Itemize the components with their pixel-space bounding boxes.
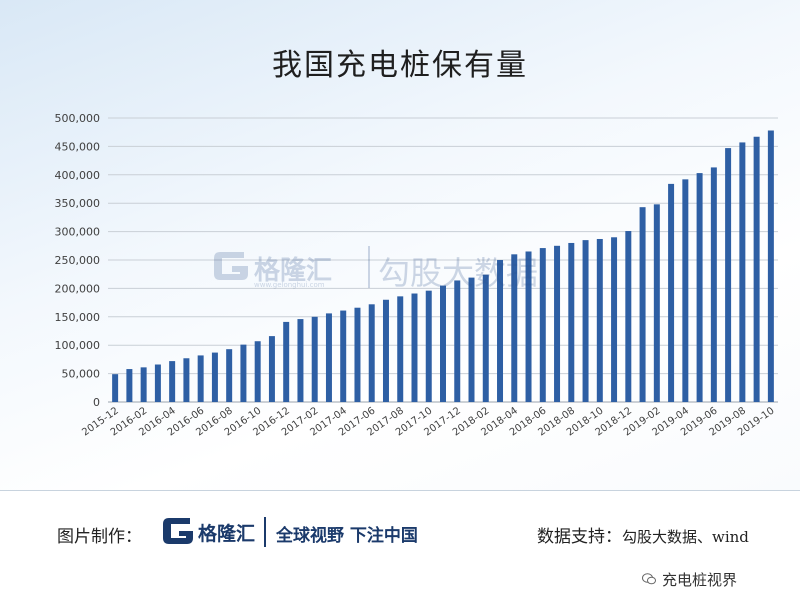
- bar-2017-06: [368, 304, 375, 402]
- wechat-account-name: 充电桩视界: [662, 571, 738, 589]
- bar-2017-07: [382, 299, 389, 402]
- bar-2019-08: [739, 142, 746, 402]
- bar-2019-02: [653, 204, 660, 402]
- credit-label: 图片制作：: [57, 527, 142, 547]
- y-tick-label: 100,000: [55, 339, 101, 352]
- bar-2017-08: [397, 296, 404, 402]
- brand-divider: [264, 517, 266, 547]
- bar-2019-04: [682, 179, 689, 402]
- bar-2019-07: [725, 148, 732, 402]
- bar-2017-12: [454, 280, 461, 402]
- bar-2017-02: [311, 316, 318, 402]
- support-label: 数据支持：: [537, 527, 622, 547]
- bar-2018-12: [625, 231, 632, 402]
- bar-2018-11: [611, 237, 618, 402]
- wechat-account: 充电桩视界: [640, 569, 737, 590]
- wechat-icon: [642, 573, 656, 585]
- y-tick-label: 500,000: [55, 112, 101, 125]
- y-tick-label: 200,000: [55, 282, 101, 295]
- bar-2019-05: [696, 173, 703, 402]
- bar-2018-09: [582, 240, 589, 402]
- footer-brand-name: 格隆汇: [198, 523, 256, 545]
- bar-2018-01: [468, 277, 475, 402]
- bar-2018-10: [596, 238, 603, 402]
- y-tick-label: 450,000: [55, 140, 101, 153]
- bar-2018-06: [539, 248, 546, 402]
- bar-2018-05: [525, 251, 532, 402]
- bar-2019-06: [710, 167, 717, 402]
- support-sources: 勾股大数据、wind: [622, 528, 749, 546]
- bar-2017-11: [440, 285, 446, 402]
- chart-title: 我国充电桩保有量: [272, 48, 528, 83]
- bar-2016-12: [283, 321, 290, 402]
- bar-2016-08: [226, 349, 233, 402]
- bar-2019-03: [668, 183, 675, 402]
- bar-2018-08: [568, 242, 575, 402]
- bar-chart: 0 50,000 100,000 150,000 200,000 250,000 300,0…: [55, 112, 778, 438]
- bar-2017-03: [325, 313, 332, 402]
- x-axis-ticks: 2015-122016-022016-042016-062016-082016-…: [80, 405, 776, 438]
- bar-2016-02: [140, 367, 147, 402]
- bar-2017-09: [411, 293, 418, 402]
- bars: [112, 130, 774, 402]
- y-tick-label: 50,000: [62, 368, 101, 381]
- bar-2016-06: [197, 355, 204, 402]
- bar-2017-05: [354, 307, 361, 402]
- bar-2016-09: [240, 344, 247, 402]
- bar-2016-03: [154, 364, 161, 402]
- bar-2019-10: [767, 130, 774, 402]
- bar-2019-09: [753, 136, 760, 402]
- bar-2017-10: [425, 290, 432, 402]
- footer: 图片制作： 格隆汇 全球视野 下注中国 数据支持：勾股大数据、wind 充电桩视…: [0, 491, 800, 606]
- bar-2016-01: [126, 369, 133, 402]
- bar-2018-04: [511, 254, 518, 402]
- y-axis-ticks: 0 50,000 100,000 150,000 200,000 250,000 300,0…: [55, 112, 101, 409]
- bar-2016-07: [211, 352, 218, 402]
- y-tick-label: 350,000: [55, 197, 101, 210]
- footer-divider: [0, 490, 800, 491]
- bar-2018-02: [482, 274, 489, 402]
- bar-2016-11: [268, 336, 275, 402]
- data-support: 数据支持：勾股大数据、wind: [537, 522, 749, 547]
- bar-2016-04: [169, 361, 176, 402]
- bar-2015-12: [112, 374, 119, 402]
- y-tick-label: 400,000: [55, 169, 101, 182]
- y-tick-label: 0: [93, 396, 100, 409]
- bar-2017-04: [340, 310, 347, 402]
- y-tick-label: 150,000: [55, 311, 101, 324]
- bar-2019-01: [639, 207, 646, 402]
- y-tick-label: 300,000: [55, 226, 101, 239]
- gelonghui-logo-icon: [163, 518, 193, 544]
- bar-2018-07: [554, 245, 561, 402]
- footer-slogan: 全球视野 下注中国: [276, 526, 418, 546]
- bar-2016-10: [254, 341, 261, 402]
- bar-2017-01: [297, 319, 304, 402]
- bar-2018-03: [497, 260, 504, 402]
- bar-2016-05: [183, 358, 190, 402]
- y-tick-label: 250,000: [55, 254, 101, 267]
